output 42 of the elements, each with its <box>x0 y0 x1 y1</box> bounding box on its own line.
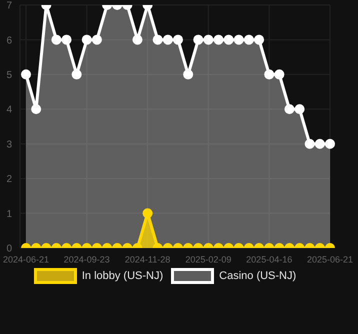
y-tick-label: 7 <box>6 0 12 12</box>
point <box>62 34 72 45</box>
point <box>304 138 315 149</box>
point <box>193 34 204 45</box>
x-tick-label: 2025-02-09 <box>185 254 232 264</box>
x-tick-label: 2024-06-21 <box>2 254 50 264</box>
point <box>21 69 31 80</box>
point <box>173 34 183 45</box>
y-tick-label: 4 <box>6 104 12 116</box>
point <box>314 138 325 149</box>
y-tick-label: 1 <box>6 208 12 220</box>
y-tick-label: 6 <box>6 35 12 46</box>
point <box>234 34 244 45</box>
x-tick-label: 2024-11-28 <box>124 254 170 264</box>
point <box>254 34 264 45</box>
point <box>72 69 82 80</box>
y-tick-label: 0 <box>6 244 12 255</box>
x-tick-label: 2024-09-23 <box>64 254 110 264</box>
point <box>31 104 42 114</box>
point <box>294 104 305 114</box>
point <box>152 34 163 45</box>
point <box>264 69 274 80</box>
point <box>203 34 214 45</box>
point <box>284 104 294 114</box>
point <box>325 138 335 149</box>
point <box>162 34 173 45</box>
point <box>92 34 102 45</box>
y-tick-label: 3 <box>6 139 12 150</box>
legend-label: In lobby (US-NJ) <box>82 270 164 282</box>
point <box>214 34 224 45</box>
point <box>183 69 194 80</box>
legend-label: Casino (US-NJ) <box>219 270 296 282</box>
x-tick-label: 2025-06-21 <box>306 254 354 264</box>
point <box>82 34 92 45</box>
y-tick-label: 5 <box>6 70 12 81</box>
point <box>51 34 62 45</box>
point <box>244 34 254 45</box>
x-tick-label: 2025-04-16 <box>246 254 292 264</box>
point <box>224 34 234 45</box>
point <box>274 69 284 80</box>
point <box>132 34 142 45</box>
y-tick-label: 2 <box>6 174 12 186</box>
